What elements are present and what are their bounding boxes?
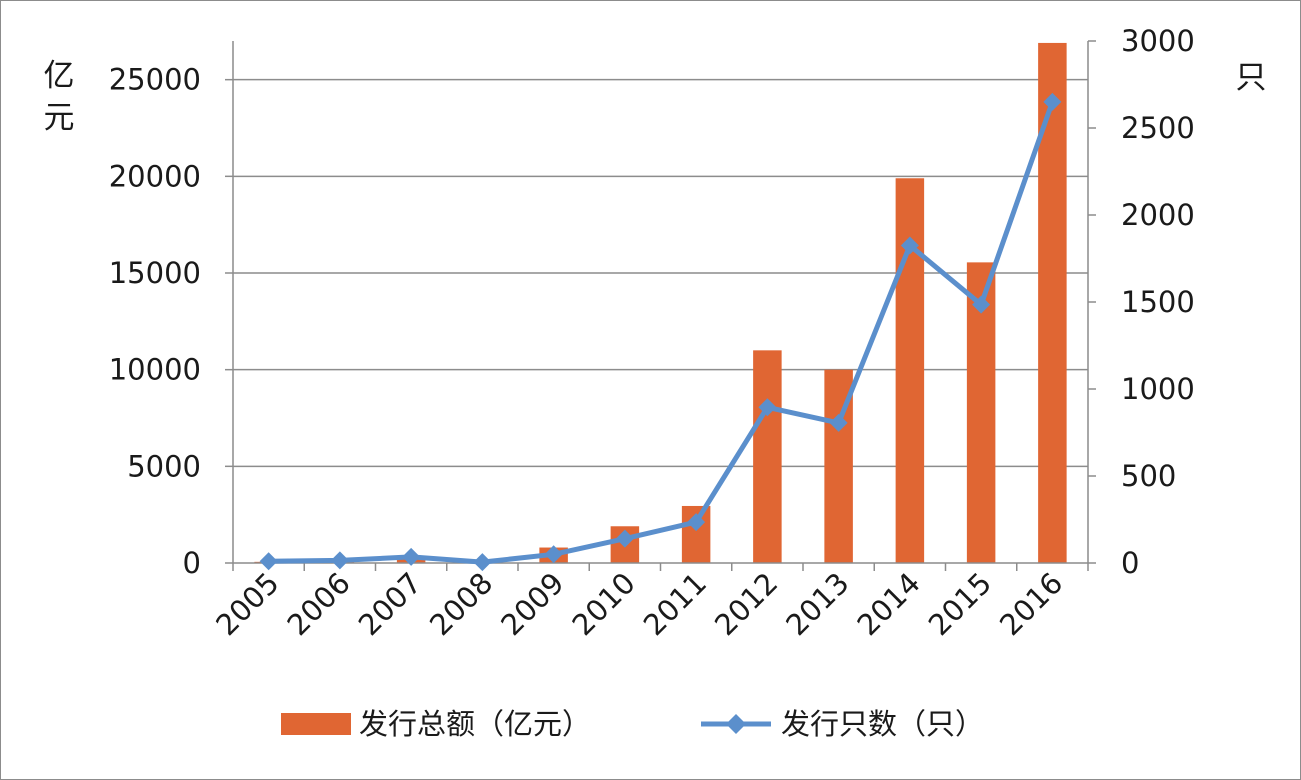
left-tick-label: 5000: [127, 449, 201, 483]
x-tick-label: 2015: [922, 566, 998, 642]
left-axis-title: 亿元: [44, 58, 75, 136]
right-tick-label: 0: [1121, 546, 1139, 580]
left-tick-label: 15000: [109, 256, 201, 290]
line-point-2007: [402, 547, 421, 566]
right-tick-label: 1000: [1121, 372, 1195, 406]
legend-label-bar: 发行总额（亿元）: [359, 707, 591, 741]
legend-label-line: 发行只数（只）: [781, 707, 984, 741]
right-tick-label: 3000: [1121, 24, 1195, 58]
bar-2012: [753, 350, 782, 563]
line-point-2006: [330, 551, 349, 570]
x-tick-label: 2005: [209, 566, 285, 642]
legend-swatch-marker: [726, 714, 746, 734]
line-point-2013: [829, 413, 848, 432]
left-tick-label: 0: [183, 546, 201, 580]
line-point-2008: [473, 553, 492, 572]
bar-2016: [1038, 42, 1067, 563]
right-tick-label: 2000: [1121, 198, 1195, 232]
legend: 发行总额（亿元） 发行只数（只）: [281, 707, 984, 741]
right-tick-label: 1500: [1121, 285, 1195, 319]
legend-swatch-bar: [281, 713, 351, 735]
left-tick-label: 25000: [109, 63, 201, 97]
x-tick-label: 2014: [851, 566, 927, 642]
left-tick-label: 10000: [109, 353, 201, 387]
x-tick-label: 2006: [281, 566, 357, 642]
x-tick-label: 2013: [779, 566, 855, 642]
x-tick-label: 2012: [708, 566, 784, 642]
x-tick-label: 2011: [637, 566, 713, 642]
line-point-2010: [615, 529, 634, 548]
line-series: [259, 92, 1062, 572]
left-tick-label: 20000: [109, 159, 201, 193]
line-point-2014: [900, 236, 919, 255]
line-point-2005: [259, 552, 278, 571]
bar-2014: [895, 178, 925, 563]
line-point-2009: [544, 545, 563, 564]
x-tick-label: 2009: [494, 566, 570, 642]
axes: [225, 40, 1096, 571]
line-point-2011: [687, 513, 706, 532]
x-tick-label: 2007: [352, 566, 428, 642]
right-tick-label: 2500: [1121, 111, 1195, 145]
line-point-2015: [972, 295, 991, 314]
line-point-2016: [1043, 92, 1062, 111]
gridlines: [233, 78, 1088, 468]
right-axis-title: 只: [1236, 60, 1267, 96]
line-point-2012: [758, 398, 777, 417]
line-path: [268, 101, 1055, 565]
x-tick-label: 2010: [566, 566, 642, 642]
axis-labels: 0 5000 10000 15000 20000 25000 0 500 1000 1500 200…: [109, 24, 1195, 642]
x-tick-label: 2016: [993, 566, 1069, 642]
x-tick-label: 2008: [423, 566, 499, 642]
right-tick-label: 500: [1121, 459, 1176, 493]
bar-series: [254, 42, 1067, 563]
